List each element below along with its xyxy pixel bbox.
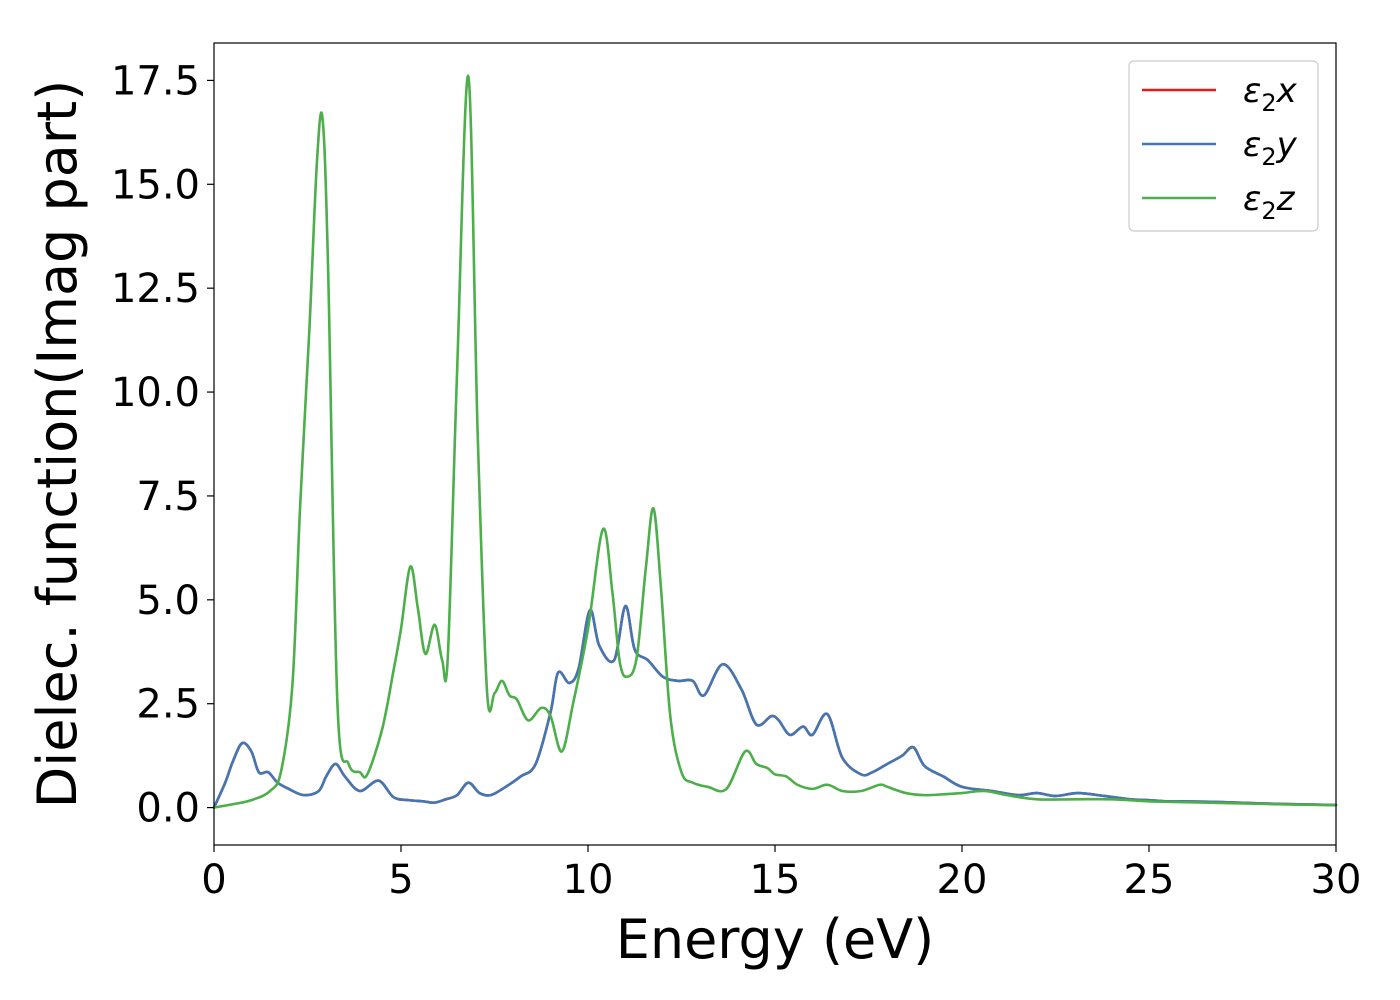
- y-axis-title: Dielec. function(Imag part): [26, 80, 89, 809]
- plot-lines: [212, 74, 1338, 809]
- x-tick-label: 25: [1124, 857, 1175, 903]
- series-line-2: [212, 74, 1338, 809]
- legend-label-suffix: z: [1276, 179, 1296, 219]
- y-tick-label: 12.5: [111, 266, 200, 312]
- y-axis: 0.0 2.5 5.0 7.5 10.0 12.5 15.0 17.5: [111, 58, 214, 832]
- x-tick-label: 15: [750, 857, 801, 903]
- x-tick-label: 0: [201, 857, 226, 903]
- x-tick-label: 20: [937, 857, 988, 903]
- x-tick-label: 10: [563, 857, 614, 903]
- legend-label-base: ε: [1243, 125, 1261, 165]
- y-tick-label: 5.0: [136, 578, 200, 624]
- x-tick-label: 30: [1311, 857, 1362, 903]
- legend-label: ε2x: [1243, 71, 1298, 117]
- legend-label-base: ε: [1243, 71, 1261, 111]
- x-axis-title: Energy (eV): [616, 908, 935, 971]
- legend-label-suffix: y: [1276, 125, 1298, 165]
- x-axis: 0 5 10 15 20 25 30: [201, 845, 1361, 903]
- legend-box: [1128, 60, 1319, 232]
- y-tick-label: 10.0: [111, 370, 200, 416]
- x-tick-label: 5: [388, 857, 413, 903]
- legend-label-subscript: 2: [1261, 197, 1276, 225]
- y-tick-label: 15.0: [111, 162, 200, 208]
- legend-label: ε2y: [1243, 125, 1298, 171]
- legend-label-subscript: 2: [1261, 143, 1276, 171]
- y-tick-label: 17.5: [111, 58, 200, 104]
- legend-label-suffix: x: [1276, 71, 1298, 111]
- legend-label-base: ε: [1243, 179, 1261, 219]
- y-tick-label: 0.0: [136, 786, 200, 832]
- legend-label-subscript: 2: [1261, 89, 1276, 117]
- series-line-0: [212, 604, 1338, 809]
- legend-label: ε2z: [1243, 179, 1296, 225]
- y-tick-label: 2.5: [136, 682, 200, 728]
- y-tick-label: 7.5: [136, 474, 200, 520]
- series-line-1: [212, 604, 1338, 809]
